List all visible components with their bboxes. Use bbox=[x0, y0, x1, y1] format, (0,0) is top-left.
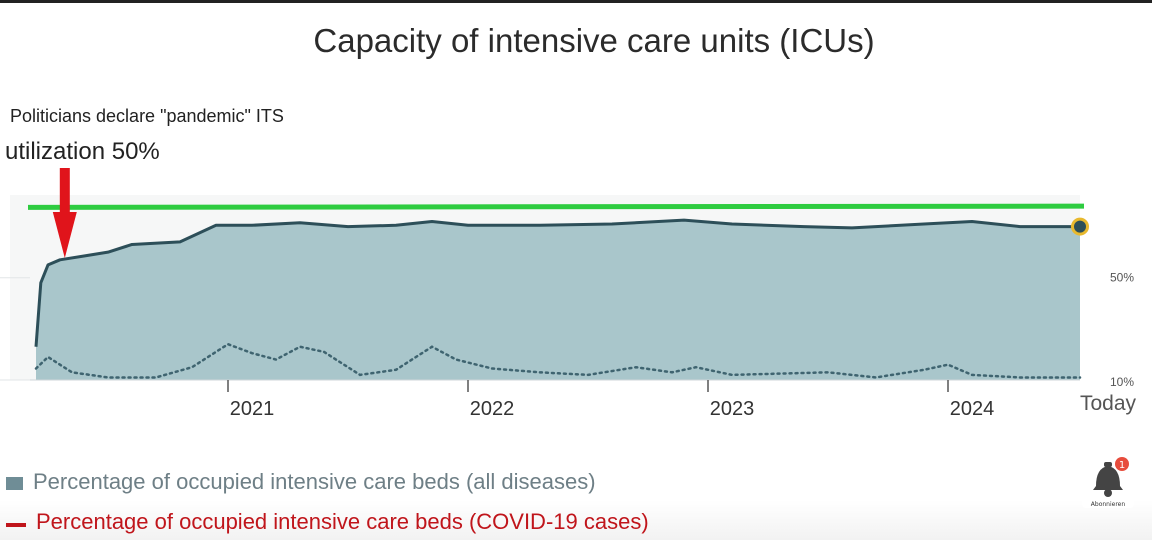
today-marker bbox=[1071, 217, 1089, 236]
bell-icon bbox=[1093, 462, 1123, 497]
subscribe-label: Abonnieren bbox=[1090, 501, 1126, 508]
x-tick-label-2: 2023 bbox=[710, 398, 755, 420]
annotation-line-2: utilization 50% bbox=[5, 138, 160, 165]
annotation-line-1: Politicians declare "pandemic" ITS bbox=[10, 106, 284, 126]
notification-count: 1 bbox=[1119, 460, 1125, 471]
legend-label-all-diseases: Percentage of occupied intensive care be… bbox=[33, 469, 596, 494]
series-line-all-diseases bbox=[34, 218, 1080, 347]
subscribe-button[interactable]: 1 Abonnieren bbox=[1082, 450, 1134, 508]
x-tick-label-4: Today bbox=[1080, 392, 1137, 415]
legend-item-covid: Percentage of occupied intensive care be… bbox=[6, 509, 649, 535]
annotation-arrow-shaft bbox=[59, 168, 70, 214]
x-tick-label-3: 2024 bbox=[950, 398, 995, 420]
legend-swatch-all-diseases bbox=[6, 476, 23, 490]
y-tick-label-1: 10% bbox=[1110, 375, 1134, 389]
legend-item-all-diseases: Percentage of occupied intensive care be… bbox=[6, 469, 596, 495]
series-area-all-diseases bbox=[36, 220, 1080, 380]
bottom-band bbox=[0, 500, 1152, 540]
chart-title: Capacity of intensive care units (ICUs) bbox=[313, 22, 875, 59]
x-tick-label-1: 2022 bbox=[470, 398, 515, 420]
annotation-arrow-head bbox=[52, 212, 77, 258]
top-bar bbox=[0, 0, 1152, 3]
notification-badge: 1 bbox=[1115, 457, 1129, 471]
capacity-line bbox=[27, 203, 1085, 210]
legend-label-covid: Percentage of occupied intensive care be… bbox=[36, 509, 649, 534]
x-tick-label-0: 2021 bbox=[230, 398, 275, 420]
legend-swatch-covid bbox=[6, 523, 26, 528]
y-tick-label-0: 50% bbox=[1110, 271, 1134, 285]
chart-canvas: 2021 2022 2023 2024 Today 50% 10% bbox=[0, 168, 1137, 420]
series-line-covid bbox=[34, 342, 1082, 379]
